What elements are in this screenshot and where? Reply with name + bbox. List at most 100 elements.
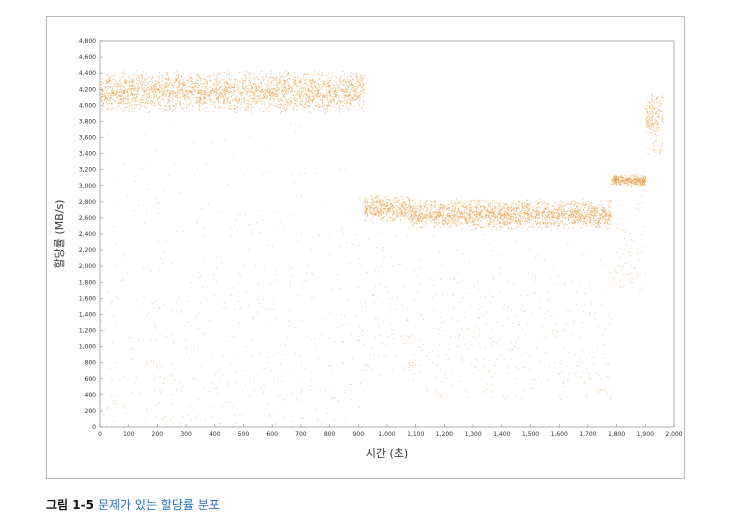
data-point xyxy=(288,88,290,90)
data-point xyxy=(394,217,396,219)
data-point xyxy=(207,391,209,393)
data-point xyxy=(194,91,196,93)
data-point xyxy=(151,81,153,83)
data-point xyxy=(156,366,158,368)
data-point xyxy=(309,96,311,98)
data-point xyxy=(424,221,426,223)
data-point xyxy=(249,91,251,93)
data-point xyxy=(155,416,157,418)
data-point xyxy=(227,99,229,101)
data-point xyxy=(137,339,139,341)
data-point xyxy=(305,79,307,81)
data-point xyxy=(172,83,174,85)
data-point xyxy=(594,208,596,210)
data-point xyxy=(434,203,436,205)
data-point xyxy=(182,91,184,93)
data-point xyxy=(256,75,258,77)
data-point xyxy=(216,268,218,270)
data-point xyxy=(491,215,493,217)
data-point xyxy=(296,398,298,400)
data-point xyxy=(396,296,398,298)
data-point xyxy=(134,74,136,76)
data-point xyxy=(209,80,211,82)
data-point xyxy=(197,77,199,79)
data-point xyxy=(326,105,328,107)
data-point xyxy=(409,205,411,207)
data-point xyxy=(416,218,418,220)
data-point xyxy=(377,233,379,235)
data-point xyxy=(155,198,157,200)
data-point xyxy=(101,98,103,100)
data-point xyxy=(110,95,112,97)
data-point xyxy=(572,200,574,202)
data-point xyxy=(570,214,572,216)
data-point xyxy=(341,228,343,230)
data-point xyxy=(253,92,255,94)
data-point xyxy=(324,317,326,319)
data-point xyxy=(234,91,236,93)
data-point xyxy=(234,415,236,417)
data-point xyxy=(111,88,113,90)
data-point xyxy=(319,90,321,92)
data-point xyxy=(186,91,188,93)
data-point xyxy=(342,362,344,364)
data-point xyxy=(194,379,196,381)
data-point xyxy=(118,91,120,93)
data-point xyxy=(174,108,176,110)
data-point xyxy=(491,229,493,231)
data-point xyxy=(168,95,170,97)
data-point xyxy=(573,221,575,223)
data-point xyxy=(450,218,452,220)
data-point xyxy=(557,202,559,204)
data-point xyxy=(597,224,599,226)
data-point xyxy=(235,100,237,102)
data-point xyxy=(508,206,510,208)
data-point xyxy=(580,213,582,215)
data-point xyxy=(411,209,413,211)
data-point xyxy=(283,80,285,82)
data-point xyxy=(316,408,318,410)
data-point xyxy=(176,79,178,81)
data-point xyxy=(452,219,454,221)
data-point xyxy=(580,221,582,223)
data-point xyxy=(116,97,118,99)
data-point xyxy=(134,87,136,89)
data-point xyxy=(109,99,111,101)
data-point xyxy=(311,372,313,374)
data-point xyxy=(562,215,564,217)
data-point xyxy=(602,208,604,210)
data-point xyxy=(350,80,352,82)
data-point xyxy=(333,419,335,421)
data-point xyxy=(137,77,139,79)
data-point xyxy=(180,382,182,384)
data-point xyxy=(131,392,133,394)
data-point xyxy=(209,99,211,101)
data-point xyxy=(480,213,482,215)
data-point xyxy=(480,217,482,219)
data-point xyxy=(131,99,133,101)
data-point xyxy=(231,100,233,102)
data-point xyxy=(452,207,454,209)
data-point xyxy=(418,221,420,223)
data-point xyxy=(457,209,459,211)
data-point xyxy=(378,326,380,328)
data-point xyxy=(269,97,271,99)
data-point xyxy=(109,82,111,84)
data-point xyxy=(276,89,278,91)
data-point xyxy=(302,74,304,76)
data-point xyxy=(378,211,380,213)
data-point xyxy=(321,333,323,335)
data-point xyxy=(480,227,482,229)
data-point xyxy=(546,225,548,227)
data-point xyxy=(257,210,259,212)
data-point xyxy=(114,325,116,327)
data-point xyxy=(197,100,199,102)
data-point xyxy=(564,213,566,215)
data-point xyxy=(482,210,484,212)
data-point xyxy=(305,368,307,370)
data-point xyxy=(527,214,529,216)
data-point xyxy=(220,96,222,98)
data-point xyxy=(270,93,272,95)
data-point xyxy=(385,286,387,288)
data-point xyxy=(205,163,207,165)
